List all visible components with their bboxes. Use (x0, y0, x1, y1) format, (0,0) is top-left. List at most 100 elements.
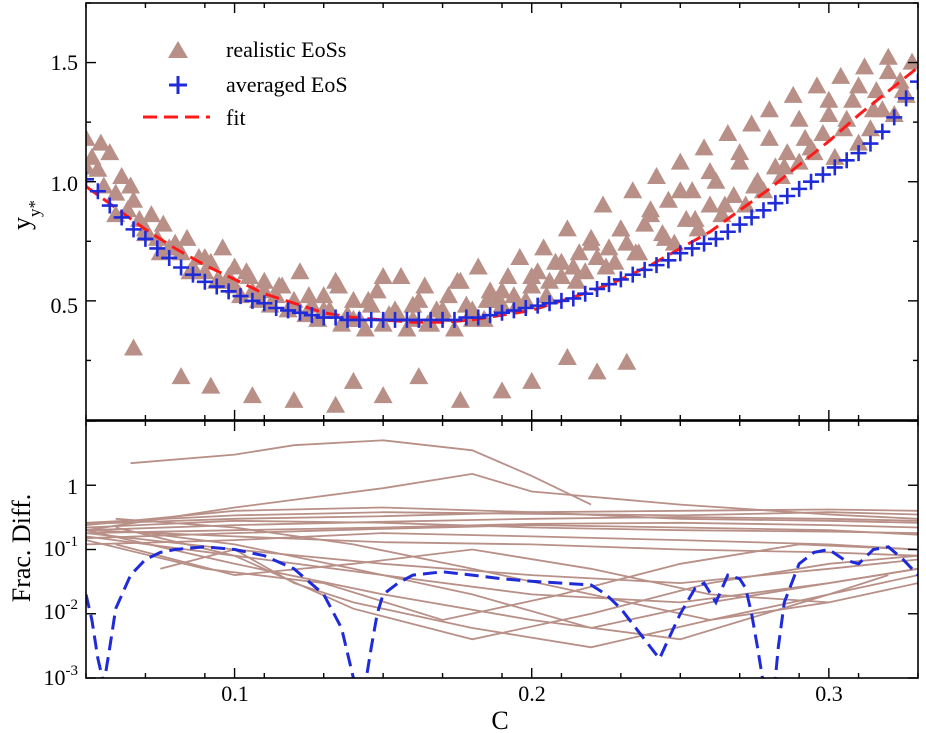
realistic-eos-frac-diff-line (160, 548, 918, 649)
realistic-eos-point (141, 205, 161, 223)
realistic-eos-point (658, 190, 678, 208)
realistic-eos-point (534, 238, 554, 256)
averaged-eos-point (719, 223, 736, 240)
realistic-eos-point (540, 271, 560, 289)
averaged-eos-point (612, 271, 629, 288)
realistic-eos-point (617, 352, 637, 370)
realistic-eos-point (343, 371, 363, 389)
averaged-eos-point (113, 209, 130, 226)
realistic-eos-point (569, 243, 589, 261)
averaged-eos-point (86, 171, 94, 188)
tick-base: 10 (44, 599, 66, 624)
averaged-eos-point (624, 266, 641, 283)
realistic-eos-point (641, 200, 661, 218)
realistic-eos-point (239, 267, 259, 285)
averaged-eos-point (791, 180, 808, 197)
realistic-eos-point (492, 295, 512, 313)
tick-exp: -2 (66, 597, 79, 613)
averaged-eos-point (161, 249, 178, 266)
realistic-eos-point (700, 162, 720, 180)
realistic-eos-frac-diff-line (115, 543, 829, 604)
averaged-eos-point (743, 209, 760, 226)
realistic-eos-point (682, 181, 702, 199)
realistic-eos-point (418, 314, 438, 332)
averaged-eos-frac-diff-line (86, 545, 918, 678)
realistic-eos-point (670, 152, 690, 170)
averaged-eos-point (707, 230, 724, 247)
averaged-eos-point (482, 307, 499, 324)
averaged-eos-point (220, 283, 237, 300)
averaged-eos-point (232, 288, 249, 305)
realistic-eos-point (557, 348, 577, 366)
realistic-eos-point (700, 195, 720, 213)
realistic-eos-point (596, 257, 616, 275)
realistic-eos-point (409, 367, 429, 385)
averaged-eos-point (779, 188, 796, 205)
bottom-y-tick-label-0.001: 10-3 (44, 663, 79, 690)
realistic-eos-point (866, 81, 886, 99)
realistic-eos-point (124, 338, 144, 356)
realistic-eos-point (623, 181, 643, 199)
bottom-y-axis-title: Frac. Diff. (7, 494, 36, 603)
averaged-eos-point (446, 311, 463, 328)
realistic-eos-point (403, 295, 423, 313)
realistic-eos-point (635, 214, 655, 232)
averaged-eos-point (470, 309, 487, 326)
averaged-eos-point (125, 221, 142, 238)
averaged-eos-point (208, 278, 225, 295)
averaged-eos-point (826, 159, 843, 176)
realistic-eos-point (522, 267, 542, 285)
realistic-eos-point (587, 247, 607, 265)
averaged-eos-point (600, 276, 617, 293)
legend-label-fit: fit (226, 105, 246, 130)
realistic-eos-point (537, 286, 557, 304)
realistic-eos-point (551, 267, 571, 285)
realistic-eos-point (522, 276, 542, 294)
realistic-eos-point (813, 124, 833, 142)
averaged-eos-point (184, 266, 201, 283)
realistic-eos-point (254, 271, 274, 289)
legend-marker-plus (169, 76, 187, 94)
realistic-eos-frac-diff-line (86, 539, 918, 621)
bottom-y-tick-label-0.01: 10-2 (44, 597, 79, 624)
realistic-eos-point (587, 362, 607, 380)
averaged-eos-point (565, 290, 582, 307)
realistic-eos-frac-diff-line (86, 521, 918, 534)
realistic-eos-point (759, 128, 779, 146)
top-y-tick-label-0.5: 0.5 (51, 293, 79, 318)
realistic-eos-frac-diff-line (86, 516, 918, 532)
realistic-eos-point (789, 109, 809, 127)
averaged-eos-point (173, 259, 190, 276)
averaged-eos-point (280, 302, 297, 319)
realistic-eos-point (599, 238, 619, 256)
averaged-eos-point (886, 109, 903, 126)
realistic-eos-point (745, 176, 765, 194)
top-y-tick-label-1.5: 1.5 (51, 50, 79, 75)
realistic-eos-point (171, 367, 191, 385)
averaged-eos-point (149, 240, 166, 257)
realistic-eos-point (124, 190, 144, 208)
averaged-eos-point (577, 285, 594, 302)
realistic-eos-point (150, 243, 170, 261)
axis-ticks (85, 2, 919, 679)
realistic-eos-point (789, 152, 809, 170)
realistic-eos-point (477, 290, 497, 308)
averaged-eos-point (731, 216, 748, 233)
realistic-eos-frac-diff-line (86, 529, 918, 557)
realistic-eos-point (831, 66, 851, 84)
averaged-eos-point (838, 152, 855, 169)
averaged-eos-point (327, 309, 344, 326)
averaged-eos-point (636, 261, 653, 278)
realistic-eos-point (777, 143, 797, 161)
averaged-eos-point (541, 295, 558, 312)
realistic-eos-point (819, 104, 839, 122)
averaged-eos-point (672, 245, 689, 262)
realistic-eos-point (355, 319, 375, 337)
averaged-eos-point (256, 295, 273, 312)
realistic-eos-point (447, 271, 467, 289)
realistic-eos-point (177, 228, 197, 246)
legend-label-realistic: realistic EoSs (226, 37, 346, 62)
realistic-eos-point (718, 124, 738, 142)
averaged-eos-point (803, 173, 820, 190)
averaged-eos-point (898, 90, 915, 107)
